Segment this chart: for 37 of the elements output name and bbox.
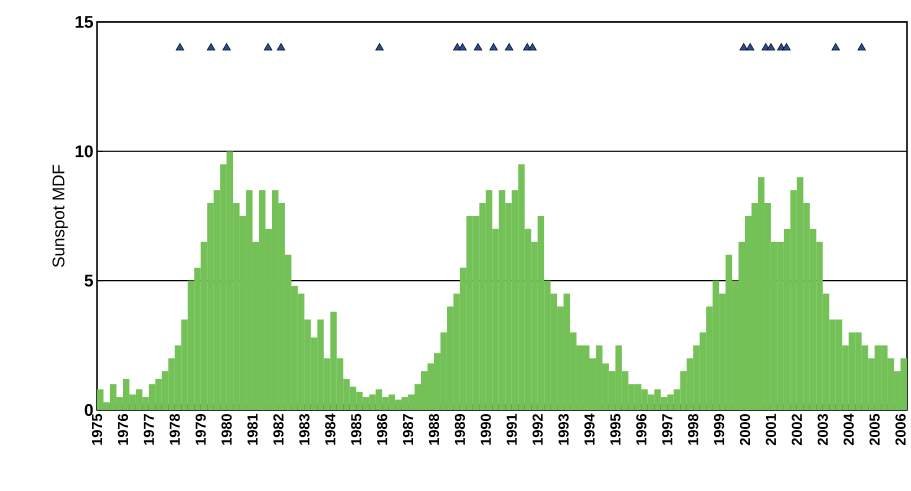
x-tick-label: 1983 — [299, 414, 310, 445]
x-tick-label: 1987 — [402, 414, 414, 445]
x-tick-label: 1989 — [454, 414, 466, 445]
x-tick-label: 1996 — [636, 414, 646, 445]
x-tick-label: 1977 — [144, 414, 154, 445]
x-tick-label: 1990 — [480, 414, 491, 445]
x-tick-label: 2002 — [792, 414, 802, 446]
x-tick-label: 2000 — [740, 414, 750, 446]
x-tick-label: 1988 — [428, 414, 440, 445]
x-tick-label: 1999 — [714, 414, 724, 445]
x-tick-label: 1984 — [325, 414, 336, 445]
x-tick-label: 1995 — [610, 414, 621, 445]
x-tick-label: 2001 — [766, 414, 776, 446]
x-tick-label: 2004 — [844, 414, 854, 446]
x-tick-label: 2003 — [818, 414, 828, 446]
x-tick-label: 1978 — [170, 414, 180, 445]
y-tick-label: 0 — [84, 404, 93, 416]
x-tick-label: 1986 — [377, 414, 388, 445]
x-tick-label: 1994 — [584, 414, 595, 445]
x-tick-label: 1979 — [196, 414, 206, 445]
x-tick-label: 1982 — [273, 414, 284, 445]
x-tick-label: 1985 — [351, 414, 362, 445]
x-tick-label: 1993 — [558, 414, 569, 445]
x-tick-label: 2005 — [869, 414, 880, 446]
x-tick-label: 1992 — [532, 414, 543, 445]
x-tick-label: 1991 — [506, 414, 517, 445]
x-tick-label: 1980 — [221, 414, 232, 445]
y-tick-label: 5 — [84, 274, 94, 287]
x-tick-label: 1976 — [118, 414, 128, 445]
x-tick-label: 1997 — [662, 414, 672, 445]
y-tick-label: 10 — [76, 145, 93, 158]
x-tick-label: 1975 — [92, 414, 102, 445]
x-tick-label: 1981 — [247, 414, 258, 445]
y-tick-label: 15 — [76, 16, 94, 28]
x-tick-label: 2006 — [895, 414, 906, 446]
x-tick-label: 1998 — [688, 414, 698, 445]
y-axis-title: Sunspot MDF — [52, 164, 68, 267]
